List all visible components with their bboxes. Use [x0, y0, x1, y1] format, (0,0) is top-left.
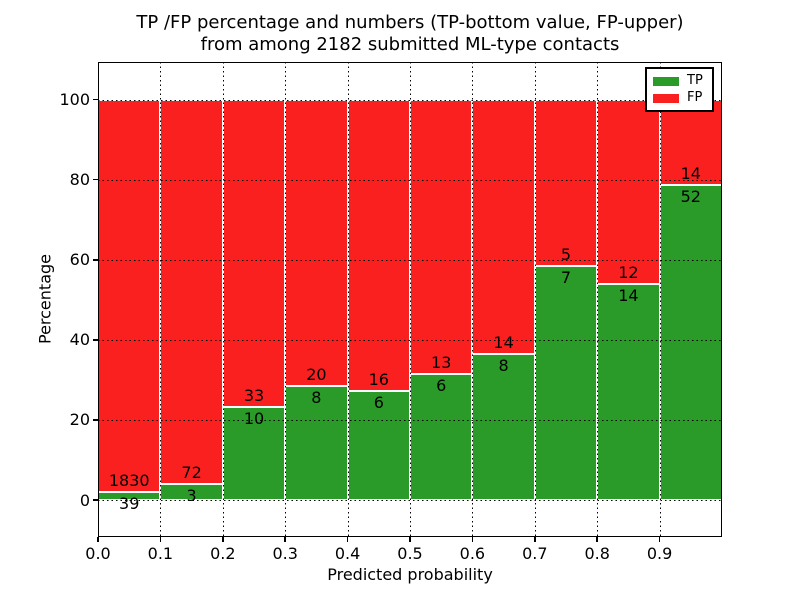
legend-label-tp: TP	[687, 73, 703, 88]
gridline-y-40	[98, 339, 722, 341]
x-tick-0.5	[409, 537, 411, 542]
x-tick-label-0.9: 0.9	[646, 544, 673, 563]
gridline-y-100	[98, 99, 722, 101]
x-axis-label: Predicted probability	[327, 565, 493, 584]
fp-count-bin5: 13	[431, 352, 452, 372]
bar-tp-bin3	[285, 385, 348, 500]
legend-swatch-fp-icon	[653, 93, 679, 103]
tp-count-bin0: 39	[119, 493, 140, 513]
x-tick-0.8	[596, 537, 598, 542]
y-tick-100	[93, 98, 98, 101]
x-tick-label-0.8: 0.8	[584, 544, 610, 563]
bar-tp-bin6	[472, 354, 535, 500]
gridline-x-0.1	[160, 62, 162, 537]
x-tick-0.6	[471, 537, 474, 542]
fp-count-bin6: 14	[493, 333, 514, 353]
chart-title-line2: from among 2182 submitted ML-type contac…	[200, 34, 620, 55]
tp-count-bin8: 14	[618, 286, 639, 306]
legend-label-fp: FP	[687, 90, 703, 105]
legend-item-fp: FP	[653, 91, 706, 105]
tp-count-bin3: 8	[311, 387, 322, 407]
y-tick-label-60: 60	[69, 250, 90, 270]
x-tick-label-0.6: 0.6	[459, 544, 486, 563]
tp-count-bin9: 52	[680, 186, 701, 206]
bar-fp-bin0	[98, 99, 161, 492]
y-tick-20	[93, 419, 98, 421]
gridline-x-0.6	[472, 62, 474, 537]
gridline-y-0	[98, 500, 722, 501]
plot-area-frame	[98, 62, 722, 537]
legend: TP FP	[645, 67, 714, 112]
x-tick-0.1	[159, 537, 162, 542]
gridline-y-80	[98, 179, 722, 181]
y-tick-label-100: 100	[59, 90, 90, 110]
tp-count-bin6: 8	[498, 356, 509, 376]
tp-count-bin5: 6	[436, 375, 447, 395]
gridline-x-0.7	[534, 62, 536, 537]
legend-item-tp: TP	[653, 74, 706, 88]
y-tick-60	[93, 259, 98, 261]
x-tick-label-0.4: 0.4	[334, 544, 361, 563]
tp-count-bin4: 6	[373, 392, 384, 412]
chart-title: TP /FP percentage and numbers (TP-bottom…	[98, 12, 722, 56]
fp-count-bin3: 20	[306, 364, 327, 384]
fp-count-bin1: 72	[181, 462, 202, 482]
gridline-x-0.3	[285, 62, 287, 537]
gridline-x-0.9	[659, 62, 661, 537]
x-tick-label-0.5: 0.5	[397, 544, 423, 563]
x-tick-0.4	[346, 537, 349, 542]
fp-count-bin8: 12	[618, 263, 639, 283]
x-tick-label-0.1: 0.1	[147, 544, 174, 563]
y-tick-40	[93, 339, 98, 341]
bar-fp-bin4	[347, 99, 410, 391]
gridline-y-20	[98, 419, 722, 421]
fp-count-bin7: 5	[560, 245, 572, 265]
x-tick-0.7	[534, 537, 536, 542]
chart-title-line1: TP /FP percentage and numbers (TP-bottom…	[136, 12, 684, 33]
x-tick-0.2	[222, 537, 224, 542]
y-tick-80	[93, 178, 98, 181]
bar-tp-bin2	[222, 406, 286, 500]
gridline-x-0.4	[347, 62, 349, 537]
x-tick-label-0.0: 0.0	[85, 544, 111, 563]
legend-swatch-tp-icon	[653, 76, 679, 86]
gridline-x-0.8	[597, 62, 599, 537]
x-tick-label-0.7: 0.7	[522, 544, 548, 563]
tp-count-bin7: 7	[560, 268, 572, 288]
x-tick-0.0	[97, 537, 99, 542]
y-tick-label-40: 40	[69, 330, 90, 350]
fp-count-bin4: 16	[368, 369, 389, 389]
x-tick-0.9	[658, 537, 661, 542]
x-tick-0.3	[284, 537, 286, 542]
bar-tp-bin7	[534, 266, 598, 500]
y-tick-label-20: 20	[69, 410, 90, 430]
x-tick-label-0.2: 0.2	[210, 544, 236, 563]
tp-count-bin2: 10	[243, 408, 265, 428]
fp-count-bin0: 1830	[108, 470, 150, 490]
bar-fp-bin5	[410, 99, 473, 374]
y-tick-label-80: 80	[69, 170, 90, 190]
gridline-y-60	[98, 259, 722, 261]
fp-count-bin2: 33	[243, 385, 265, 405]
y-tick-label-0: 0	[79, 490, 90, 510]
x-tick-label-0.3: 0.3	[272, 544, 298, 563]
tp-count-bin1: 3	[186, 485, 197, 505]
gridline-x-0.2	[222, 62, 224, 537]
bar-tp-bin9	[659, 184, 722, 500]
y-tick-0	[93, 499, 98, 501]
bar-fp-bin9	[659, 99, 722, 185]
fp-count-bin9: 14	[680, 163, 701, 183]
gridline-x-0.5	[410, 62, 411, 537]
